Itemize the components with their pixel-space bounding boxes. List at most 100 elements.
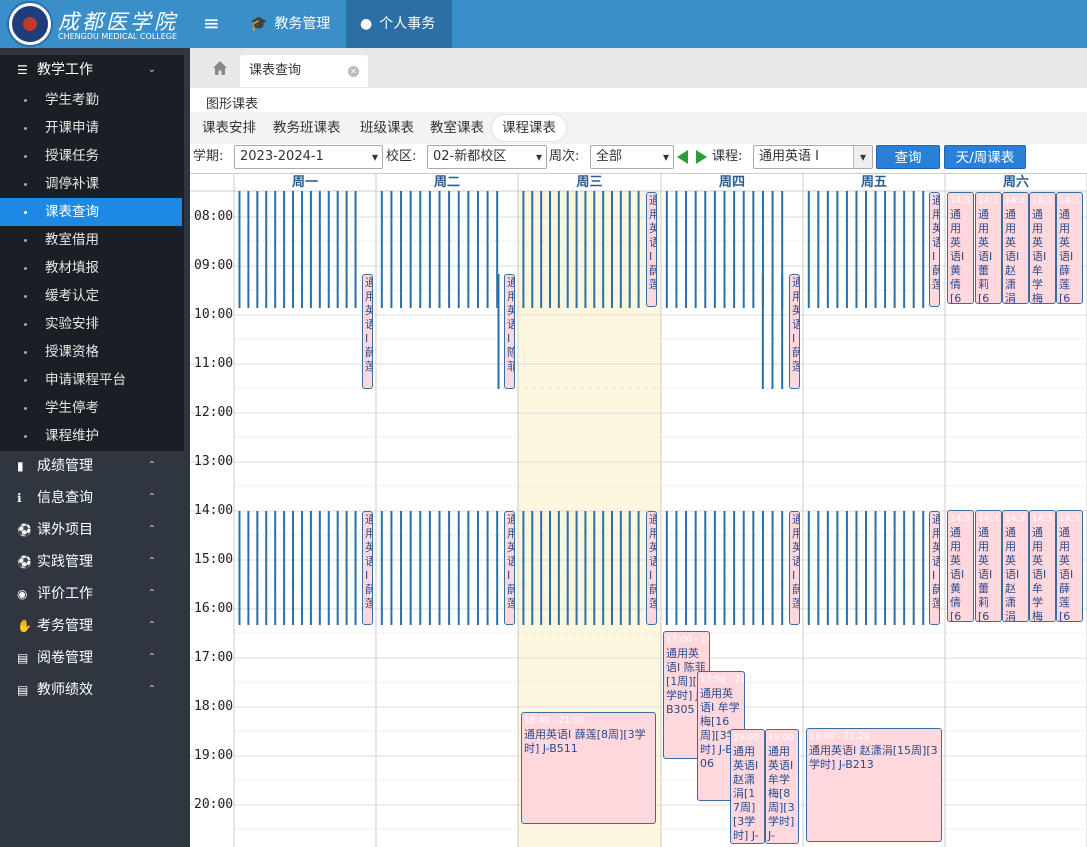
sidebar-item-0[interactable]: 学生考勤 xyxy=(0,86,182,114)
sidebar-group-0[interactable]: ▮ 成绩管理 ⌃ xyxy=(0,451,184,481)
event-sat-1-4[interactable]: 14:3 通用英语I薛莲[6周][3学 xyxy=(1056,510,1083,622)
subtab-4[interactable]: 课程课表 xyxy=(492,115,566,141)
event-bar[interactable] xyxy=(855,191,858,308)
event-bar[interactable] xyxy=(327,511,330,625)
sidebar-item-4[interactable]: 课表查询 xyxy=(0,198,182,226)
event-sat-0-1[interactable]: 14:3 通用英语I蕾莉[6周][3学时]J- xyxy=(975,192,1002,304)
event-bar[interactable] xyxy=(428,511,431,625)
event-sat-1-3[interactable]: 14:3 通用英语I牟学梅[6周][3学时]J- xyxy=(1029,510,1056,622)
event-bar[interactable] xyxy=(771,511,774,625)
event-bar[interactable] xyxy=(704,511,707,625)
term-select[interactable]: 2023-2024-1 xyxy=(234,145,383,169)
event-bar[interactable] xyxy=(713,191,716,308)
event-bar[interactable] xyxy=(874,191,877,308)
event-bar[interactable] xyxy=(300,511,303,625)
sidebar-item-9[interactable]: 授课资格 xyxy=(0,338,182,366)
subtab-0[interactable]: 课表安排 xyxy=(202,120,256,136)
event-bar[interactable] xyxy=(438,511,441,625)
event-bar[interactable] xyxy=(922,191,925,308)
event-bar[interactable] xyxy=(665,511,668,625)
event-bar[interactable] xyxy=(865,191,867,308)
event-bar[interactable] xyxy=(611,191,613,308)
event-bar[interactable] xyxy=(292,191,295,308)
event-bar[interactable] xyxy=(602,191,605,308)
event-bar[interactable] xyxy=(496,511,499,625)
event-bar[interactable] xyxy=(694,191,697,308)
event-bar[interactable] xyxy=(522,511,525,625)
event-bar[interactable] xyxy=(855,511,858,625)
event-bar[interactable] xyxy=(771,274,774,389)
event-bar[interactable] xyxy=(540,191,543,308)
event-bar[interactable] xyxy=(457,191,460,308)
close-icon[interactable]: ✕ xyxy=(348,66,359,77)
event-bar[interactable] xyxy=(309,191,312,308)
event-bar[interactable] xyxy=(448,511,451,625)
sidebar-item-2[interactable]: 授课任务 xyxy=(0,142,182,170)
event-thu-morning[interactable]: 通用英语I薛莲 xyxy=(789,274,800,389)
event-bar[interactable] xyxy=(619,511,622,625)
event-bar[interactable] xyxy=(336,191,339,308)
event-bar[interactable] xyxy=(400,511,403,625)
event-sat-1-2[interactable]: 14:3 通用英语I赵潇涓[6周][3学时]J- xyxy=(1002,510,1029,622)
sidebar-item-12[interactable]: 课程维护 xyxy=(0,422,182,450)
event-bar[interactable] xyxy=(419,511,422,625)
home-icon[interactable] xyxy=(212,60,228,76)
event-bar[interactable] xyxy=(807,511,810,625)
event-bar[interactable] xyxy=(826,511,829,625)
event-sat-1-0[interactable]: 14:3 通用英语I黄倩[6周][3学时]J- xyxy=(947,510,974,622)
sidebar-group-1[interactable]: ℹ 信息查询 ⌃ xyxy=(0,483,184,513)
event-sat-1-1[interactable]: 14:3 通用英语I蕾莉[6周][3学时]J- xyxy=(975,510,1002,622)
event-bar[interactable] xyxy=(497,274,500,389)
event-sat-0-4[interactable]: 14:3 通用英语I薛莲[6周][3学 xyxy=(1056,192,1083,304)
event-bar[interactable] xyxy=(247,511,250,625)
event-wed-afternoon[interactable]: 通用英语I薛莲 xyxy=(646,511,657,625)
event-bar[interactable] xyxy=(893,191,896,308)
campus-select[interactable]: 02-新都校区 xyxy=(427,145,547,169)
event-bar[interactable] xyxy=(807,191,810,308)
event-bar[interactable] xyxy=(467,511,470,625)
event-bar[interactable] xyxy=(593,511,596,625)
event-bar[interactable] xyxy=(761,511,764,625)
sidebar-item-7[interactable]: 缓考认定 xyxy=(0,282,182,310)
event-bar[interactable] xyxy=(318,511,321,625)
event-bar[interactable] xyxy=(400,191,403,308)
event-bar[interactable] xyxy=(761,274,764,389)
sidebar-group-4[interactable]: ◉ 评价工作 ⌃ xyxy=(0,579,184,609)
event-bar[interactable] xyxy=(781,191,784,308)
day-week-schedule-button[interactable]: 天/周课表 xyxy=(944,145,1026,169)
sidebar-group-3[interactable]: ⚽ 实践管理 ⌃ xyxy=(0,547,184,577)
event-bar[interactable] xyxy=(238,511,241,625)
event-bar[interactable] xyxy=(419,191,422,308)
event-bar[interactable] xyxy=(549,191,551,308)
event-bar[interactable] xyxy=(300,191,303,308)
event-bar[interactable] xyxy=(283,511,286,625)
sidebar-group-5[interactable]: ✋ 考务管理 ⌃ xyxy=(0,611,184,641)
event-bar[interactable] xyxy=(575,511,578,625)
event-bar[interactable] xyxy=(704,191,707,308)
event-thu-e4[interactable]: 19:00 - 通用英语I 牟学梅[8周][3学时] J- xyxy=(765,729,799,844)
event-thu-e3[interactable]: 19:00 - 通用英语I 赵潇涓[17周][3学时] J-B311 xyxy=(730,729,765,844)
event-thu-afternoon[interactable]: 通用英语I薛莲 xyxy=(789,511,800,625)
event-bar[interactable] xyxy=(522,191,525,308)
event-bar[interactable] xyxy=(752,511,755,625)
event-bar[interactable] xyxy=(390,511,393,625)
event-bar[interactable] xyxy=(557,191,560,308)
event-bar[interactable] xyxy=(637,511,640,625)
event-bar[interactable] xyxy=(817,511,820,625)
event-fri-morning[interactable]: 通用英语I薛莲 xyxy=(929,192,940,307)
event-bar[interactable] xyxy=(256,191,259,308)
event-bar[interactable] xyxy=(637,191,640,308)
event-bar[interactable] xyxy=(874,511,877,625)
event-bar[interactable] xyxy=(836,511,839,625)
event-bar[interactable] xyxy=(675,511,678,625)
event-bar[interactable] xyxy=(845,511,848,625)
event-bar[interactable] xyxy=(531,191,534,308)
event-bar[interactable] xyxy=(781,511,784,625)
event-bar[interactable] xyxy=(336,511,339,625)
event-bar[interactable] xyxy=(742,511,745,625)
prev-week-icon[interactable] xyxy=(677,150,688,164)
event-bar[interactable] xyxy=(380,511,383,625)
event-wed-evening[interactable]: 18:40 - 21:00 通用英语I 薛莲[8周][3学时] J-B511 xyxy=(521,712,656,824)
sidebar-item-10[interactable]: 申请课程平台 xyxy=(0,366,182,394)
event-bar[interactable] xyxy=(584,511,587,625)
